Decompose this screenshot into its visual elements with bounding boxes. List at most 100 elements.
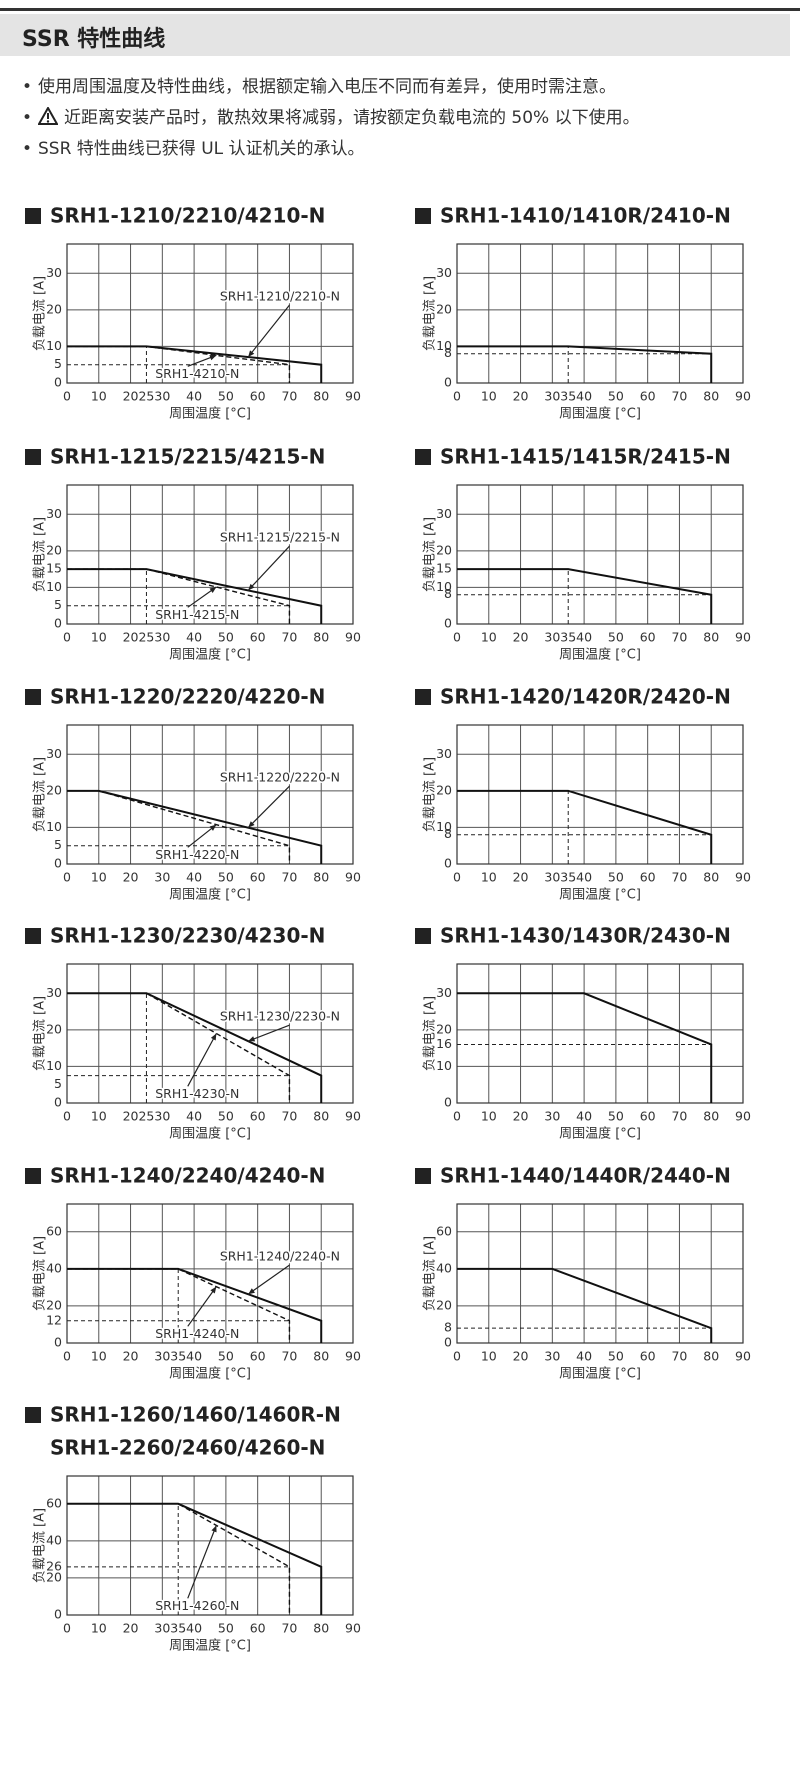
x-tick-label: 80 — [703, 1349, 719, 1364]
y-axis-label: 负载电流 [A] — [33, 276, 48, 351]
x-tick-label: 70 — [281, 1109, 297, 1124]
series-annotation: SRH1-1215/2215-N — [220, 529, 340, 544]
chart-title: SRH1-1215/2215/4215-N — [50, 445, 325, 469]
y-tick-label: 30 — [436, 746, 452, 761]
chart-title: SRH1-1430/1430R/2430-N — [440, 924, 731, 948]
x-tick-label: 80 — [703, 1109, 719, 1124]
x-tick-label: 90 — [735, 870, 751, 885]
x-tick-label: 25 — [138, 1109, 154, 1124]
chart: SRH1-1260/1460/1460R-N SRH1-2260/2460/426… — [25, 1403, 361, 1654]
chart-panel: SRH1-1430/1430R/2430-N 0 10 20 30 40 50 60 70 80 9… — [410, 918, 800, 1158]
y-tick-label: 0 — [444, 856, 452, 871]
y-tick-label: 20 — [46, 1569, 62, 1584]
y-tick-label: 0 — [444, 1335, 452, 1350]
series-line — [67, 568, 291, 624]
x-tick-label: 90 — [345, 1621, 361, 1636]
y-tick-label: 15 — [436, 561, 452, 576]
x-tick-label: 70 — [281, 389, 297, 404]
series-line — [457, 568, 713, 624]
x-tick-label: 90 — [345, 870, 361, 885]
y-tick-label: 16 — [436, 1036, 452, 1051]
x-tick-label: 40 — [576, 1349, 592, 1364]
y-tick-label: 0 — [54, 375, 62, 390]
x-tick-label: 50 — [608, 630, 624, 645]
y-tick-label: 20 — [436, 1297, 452, 1312]
x-tick-label: 20 — [123, 630, 139, 645]
y-tick-label: 0 — [444, 375, 452, 390]
plot-frame — [66, 724, 354, 865]
x-tick-label: 60 — [250, 870, 266, 885]
x-tick-label: 30 — [154, 389, 170, 404]
x-tick-label: 50 — [608, 870, 624, 885]
x-tick-label: 80 — [313, 1349, 329, 1364]
plot-frame — [456, 1203, 744, 1344]
chart-title: SRH1-1230/2230/4230-N — [50, 924, 325, 948]
x-tick-label: 60 — [250, 389, 266, 404]
y-tick-label: 20 — [46, 301, 62, 316]
series-line — [457, 789, 713, 864]
x-axis-label: 周围温度 [°C] — [169, 647, 251, 663]
series-annotation: SRH1-1230/2230-N — [220, 1008, 340, 1023]
x-tick-label: 80 — [703, 389, 719, 404]
x-tick-label: 40 — [186, 1621, 202, 1636]
title-marker — [25, 208, 41, 224]
x-tick-label: 90 — [735, 1109, 751, 1124]
y-tick-label: 0 — [54, 1095, 62, 1110]
x-tick-label: 40 — [186, 1109, 202, 1124]
y-tick-label: 20 — [436, 1021, 452, 1036]
x-tick-label: 20 — [513, 1349, 529, 1364]
title-marker — [25, 928, 41, 944]
top-rule — [0, 8, 800, 11]
y-axis-label: 负载电流 [A] — [33, 1508, 48, 1583]
y-tick-label: 8 — [444, 345, 452, 360]
x-tick-label: 30 — [154, 1349, 170, 1364]
x-tick-label: 70 — [671, 630, 687, 645]
x-tick-label: 25 — [138, 389, 154, 404]
series-annotation: SRH1-4210-N — [155, 366, 239, 381]
arrow-head — [210, 1286, 217, 1294]
x-tick-label: 90 — [735, 389, 751, 404]
y-axis-label: 负载电流 [A] — [33, 996, 48, 1071]
x-tick-label: 40 — [576, 870, 592, 885]
x-tick-label: 20 — [123, 870, 139, 885]
x-tick-label: 0 — [63, 389, 71, 404]
series-line — [67, 992, 291, 1103]
header-title: SSR 特性曲线 — [22, 27, 166, 52]
x-tick-label: 10 — [91, 870, 107, 885]
x-tick-label: 20 — [123, 1621, 139, 1636]
y-tick-label: 30 — [46, 265, 62, 280]
y-tick-label: 0 — [444, 616, 452, 631]
series-annotation: SRH1-4220-N — [155, 847, 239, 862]
title-marker — [25, 449, 41, 465]
chart-panel: SRH1-1420/1420R/2420-N 0 10 20 30 35 40 50 60 70 8… — [410, 679, 800, 919]
y-tick-label: 30 — [436, 265, 452, 280]
chart-panel: SRH1-1215/2215/4215-N 0 10 20 25 30 40 50 60 70 80… — [20, 439, 410, 679]
series-annotation: SRH1-1220/2220-N — [220, 769, 340, 784]
x-tick-label: 20 — [123, 1349, 139, 1364]
note: • SSR 特性曲线已获得 UL 认证机关的承认。 — [22, 139, 365, 159]
arrow-head — [209, 824, 217, 831]
y-tick-label: 40 — [46, 1260, 62, 1275]
x-tick-label: 70 — [671, 1109, 687, 1124]
chart-title: SRH1-1410/1410R/2410-N — [440, 204, 731, 228]
x-axis-label: 周围温度 [°C] — [559, 1366, 641, 1382]
arrow-head — [248, 821, 255, 828]
note-text: 近距离安装产品时，散热效果将减弱，请按额定负载电流的 50% 以下使用。 — [64, 108, 640, 128]
series-line — [67, 568, 323, 624]
annotation-arrow — [187, 1286, 217, 1327]
chart-panel: SRH1-1210/2210/4210-N 0 10 20 25 30 40 50 60 70 80… — [20, 198, 410, 438]
x-tick-label: 35 — [560, 389, 576, 404]
x-tick-label: 30 — [154, 1621, 170, 1636]
x-tick-label: 30 — [154, 1109, 170, 1124]
x-axis-label: 周围温度 [°C] — [169, 1126, 251, 1142]
chart-panel: SRH1-1230/2230/4230-N 0 10 20 25 30 40 50 60 70 80… — [20, 918, 410, 1158]
x-tick-label: 80 — [703, 630, 719, 645]
title-marker — [415, 208, 431, 224]
y-tick-label: 20 — [46, 1297, 62, 1312]
chart: SRH1-1420/1420R/2420-N0 10 20 30 35 40 50 60 70 8… — [415, 685, 751, 903]
x-tick-label: 0 — [63, 630, 71, 645]
chart-title: SRH1-1440/1440R/2440-N — [440, 1164, 731, 1188]
chart-panel: SRH1-1240/2240/4240-N 0 10 20 30 35 40 50 60 70 80… — [20, 1158, 410, 1398]
x-tick-label: 60 — [250, 1621, 266, 1636]
